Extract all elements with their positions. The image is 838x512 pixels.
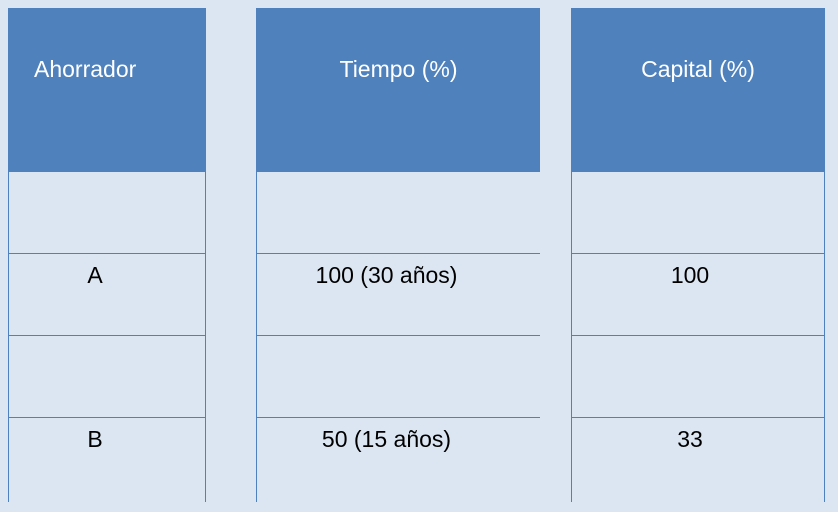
cell-row2-capital [572,336,824,418]
column-capital: Capital (%) 100 33 [571,8,825,502]
cell-row2-tiempo [257,336,540,418]
cell-row1-ahorrador: A [9,254,205,336]
cell-row0-capital [572,172,824,254]
cell-row2-ahorrador [9,336,205,418]
cell-row3-ahorrador: B [87,426,103,452]
header-ahorrador: Ahorrador [9,8,205,172]
column-tiempo: Tiempo (%) 100 (30 años) 50 (15 años) [256,8,540,502]
cell-row3-capital: 33 [677,426,703,452]
cell-row1-tiempo: 100 (30 años) [257,254,540,336]
header-tiempo: Tiempo (%) [257,8,540,172]
cell-row1-capital: 100 [572,254,824,336]
cell-row3-tiempo: 50 (15 años) [321,426,452,452]
cell-row0-ahorrador [9,172,205,254]
column-ahorrador: Ahorrador A B [8,8,206,502]
header-capital: Capital (%) [572,8,824,172]
cell-row0-tiempo [257,172,540,254]
